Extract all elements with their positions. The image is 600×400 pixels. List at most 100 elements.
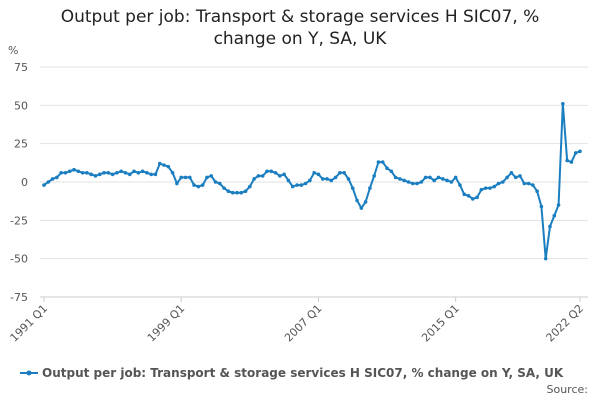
point [402, 178, 406, 183]
point [406, 180, 411, 184]
point [170, 171, 175, 175]
point [239, 190, 244, 195]
point [80, 171, 85, 175]
point [496, 181, 501, 186]
point [226, 189, 231, 193]
point [333, 175, 338, 180]
point [187, 175, 192, 180]
point [308, 178, 312, 183]
point [372, 174, 376, 178]
point [213, 180, 218, 184]
point [290, 184, 295, 189]
point [196, 184, 201, 189]
point [136, 171, 141, 175]
point [157, 161, 162, 166]
point [363, 200, 368, 204]
point [556, 203, 561, 207]
point [179, 175, 184, 180]
point [55, 175, 59, 180]
point [209, 174, 214, 178]
point [518, 174, 522, 178]
point [479, 187, 484, 192]
point [376, 160, 381, 164]
point [102, 171, 106, 175]
point [46, 180, 51, 184]
point [243, 189, 248, 193]
point [282, 172, 286, 177]
x-tick-label: 2007 Q1 [282, 302, 325, 345]
point [252, 177, 256, 181]
point [85, 171, 89, 175]
point [578, 149, 582, 154]
point [501, 180, 505, 184]
point [410, 181, 415, 186]
point [475, 195, 479, 200]
point [153, 172, 158, 177]
point [539, 204, 544, 209]
y-tick-label: 25 [14, 138, 28, 151]
point [329, 178, 334, 183]
legend-marker [26, 370, 32, 376]
point [205, 175, 209, 180]
point [565, 158, 569, 163]
point [440, 177, 445, 181]
y-tick-label: -50 [10, 253, 28, 266]
point [368, 186, 372, 190]
point [93, 174, 98, 178]
point [505, 175, 509, 180]
point [63, 171, 68, 175]
x-tick-label: 2015 Q1 [419, 302, 462, 345]
point [303, 181, 308, 186]
y-tick-label: 75 [14, 61, 28, 74]
point [273, 171, 278, 175]
point [342, 171, 346, 175]
point [110, 172, 115, 177]
point [140, 169, 145, 174]
point [338, 171, 342, 175]
point [295, 183, 299, 187]
point [162, 163, 166, 167]
point [67, 169, 72, 174]
point [320, 177, 325, 181]
point [509, 171, 514, 175]
point [325, 177, 329, 181]
point [522, 181, 527, 186]
point [449, 180, 454, 184]
point [299, 183, 304, 187]
point [286, 178, 291, 183]
point [127, 172, 132, 177]
point [50, 177, 55, 181]
point [76, 169, 81, 174]
point [183, 175, 188, 180]
point [316, 172, 321, 177]
x-tick-label: 1999 Q1 [145, 302, 188, 345]
point [415, 181, 419, 186]
point [462, 192, 467, 197]
point [200, 183, 205, 187]
point [59, 171, 63, 175]
point [471, 197, 475, 201]
point [389, 169, 394, 174]
point [359, 206, 364, 210]
y-tick-label: 50 [14, 99, 28, 112]
point [488, 186, 492, 190]
x-tick-label: 1991 Q1 [8, 302, 51, 345]
point [535, 189, 539, 193]
point [278, 174, 282, 178]
chart-title: Output per job: Transport & storage serv… [60, 7, 540, 49]
point [265, 169, 269, 174]
y-tick-label: -25 [10, 214, 28, 227]
point [235, 190, 239, 195]
point [466, 194, 471, 198]
legend-label: Output per job: Transport & storage serv… [42, 366, 564, 380]
point [166, 164, 171, 169]
point [445, 178, 449, 183]
point [106, 171, 111, 175]
point [260, 174, 265, 178]
point [72, 167, 76, 172]
point [393, 175, 398, 180]
point [42, 183, 46, 187]
x-tick-label: 2022 Q2 [544, 302, 587, 345]
